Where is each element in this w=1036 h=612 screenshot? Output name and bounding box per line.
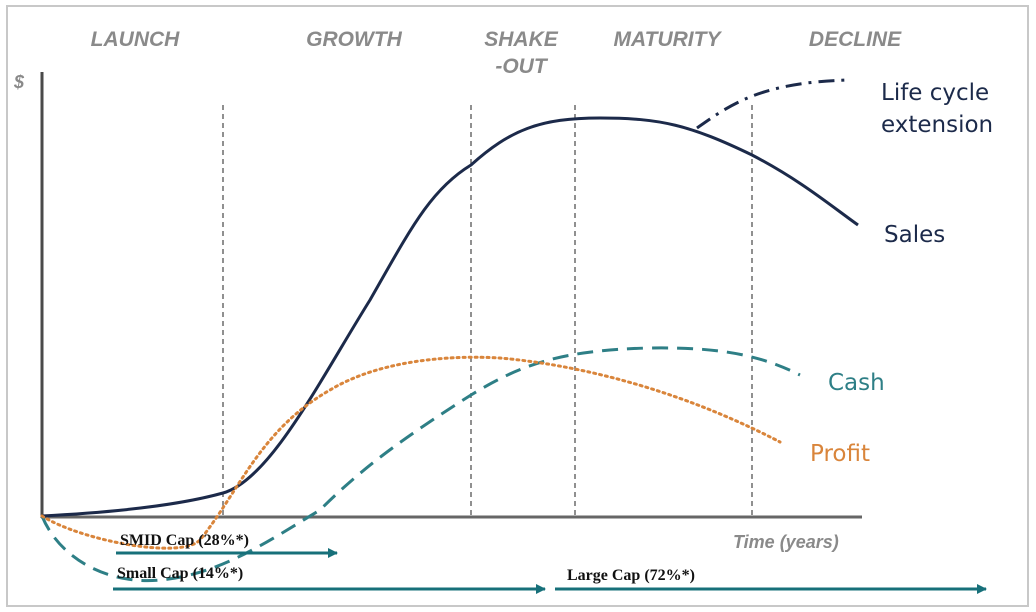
smid-cap-label: SMID Cap (28%*) — [120, 532, 249, 549]
sales-label: Sales — [884, 222, 945, 248]
stage-growth: GROWTH — [306, 28, 402, 51]
stage-launch: LAUNCH — [91, 28, 180, 51]
cash-label: Cash — [828, 370, 885, 396]
profit-curve — [40, 355, 782, 550]
profit-label: Profit — [810, 441, 870, 467]
x-axis-label: Time (years) — [733, 532, 839, 552]
stage-maturity: MATURITY — [614, 28, 723, 51]
life-cycle-label-line1: Life cycle — [881, 80, 989, 106]
sales-curve — [41, 116, 859, 518]
stage-decline: DECLINE — [809, 28, 902, 51]
life-cycle-extension-curve — [696, 78, 851, 130]
small-cap-label: Small Cap (14%*) — [117, 565, 243, 582]
life-cycle-label-line2: extension — [881, 112, 993, 138]
large-cap-label: Large Cap (72%*) — [567, 567, 695, 584]
y-axis-label: $ — [13, 72, 25, 92]
stage-shake-out: -OUT — [495, 55, 548, 78]
stage-shake: SHAKE — [484, 28, 559, 51]
frame-border — [6, 5, 1029, 607]
cash-curve — [40, 346, 801, 583]
